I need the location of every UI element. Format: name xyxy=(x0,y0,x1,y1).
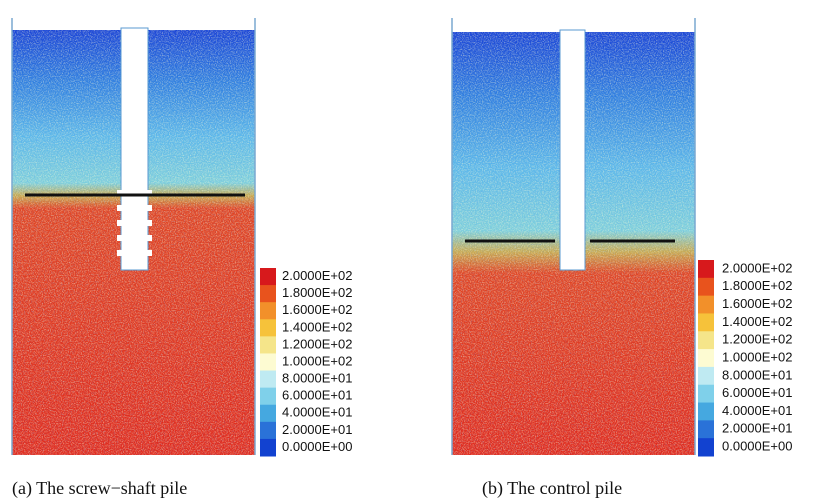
colorbar-swatch xyxy=(698,402,714,421)
colorbar-swatch xyxy=(260,268,276,286)
colorbar-swatch xyxy=(260,438,276,457)
pile xyxy=(559,29,586,271)
colorbar-label: 1.0000E+02 xyxy=(282,353,352,368)
colorbar-label: 2.0000E+01 xyxy=(722,421,792,436)
colorbar-label: 6.0000E+01 xyxy=(722,385,792,400)
colorbar-swatch xyxy=(698,260,714,279)
screw-blades xyxy=(117,190,152,256)
pile xyxy=(120,27,149,271)
colorbar-swatch xyxy=(698,313,714,332)
panel-a: (a) The screw−shaft pile xyxy=(11,18,256,499)
container-wall xyxy=(451,18,696,455)
panel-b: (b) The control pile xyxy=(451,18,696,499)
colorbar-swatch xyxy=(698,295,714,314)
caption: (b) The control pile xyxy=(482,478,622,499)
colorbar-label: 1.8000E+02 xyxy=(282,285,352,300)
caption: (a) The screw−shaft pile xyxy=(12,478,187,499)
colorbar-label: 1.4000E+02 xyxy=(722,314,792,329)
colorbar-swatch xyxy=(698,384,714,404)
colorbar-label: 2.0000E+01 xyxy=(282,422,352,437)
colorbar-label: 8.0000E+01 xyxy=(282,371,352,386)
colorbar-label: 1.6000E+02 xyxy=(282,302,352,317)
colorbar-swatch xyxy=(260,336,276,354)
colorbar-label: 1.0000E+02 xyxy=(722,349,792,364)
colorbar-label: 0.0000E+00 xyxy=(722,439,792,454)
colorbar-label: 2.0000E+02 xyxy=(722,260,792,275)
colorbar-label: 1.4000E+02 xyxy=(282,319,352,334)
colorbar-swatch xyxy=(698,420,714,439)
container-wall xyxy=(11,18,256,455)
colorbar-swatch xyxy=(698,277,714,297)
colorbar-swatch xyxy=(260,387,276,406)
colorbar-label: 8.0000E+01 xyxy=(722,367,792,382)
colorbar-swatch xyxy=(260,353,276,372)
colorbar-label: 4.0000E+01 xyxy=(282,405,352,420)
colorbar-swatch xyxy=(260,285,276,303)
colorbar-swatch xyxy=(260,370,276,389)
colorbar-label: 1.2000E+02 xyxy=(282,336,352,351)
colorbar-label: 1.8000E+02 xyxy=(722,278,792,293)
colorbar-swatch xyxy=(260,319,276,337)
colorbar-label: 1.2000E+02 xyxy=(722,332,792,347)
colorbar-swatch xyxy=(698,438,714,457)
colorbar-label: 2.0000E+02 xyxy=(282,268,352,283)
colorbar-swatch xyxy=(698,349,714,368)
colorbar-label: 4.0000E+01 xyxy=(722,403,792,418)
colorbar-swatch xyxy=(260,302,276,320)
colorbar-label: 1.6000E+02 xyxy=(722,296,792,311)
colorbar-swatch xyxy=(698,366,714,386)
colorbar-label: 6.0000E+01 xyxy=(282,388,352,403)
colorbar-label: 0.0000E+00 xyxy=(282,439,352,454)
colorbar-swatch xyxy=(260,404,276,423)
colorbar-swatch xyxy=(260,421,276,440)
colorbar-swatch xyxy=(698,331,714,350)
